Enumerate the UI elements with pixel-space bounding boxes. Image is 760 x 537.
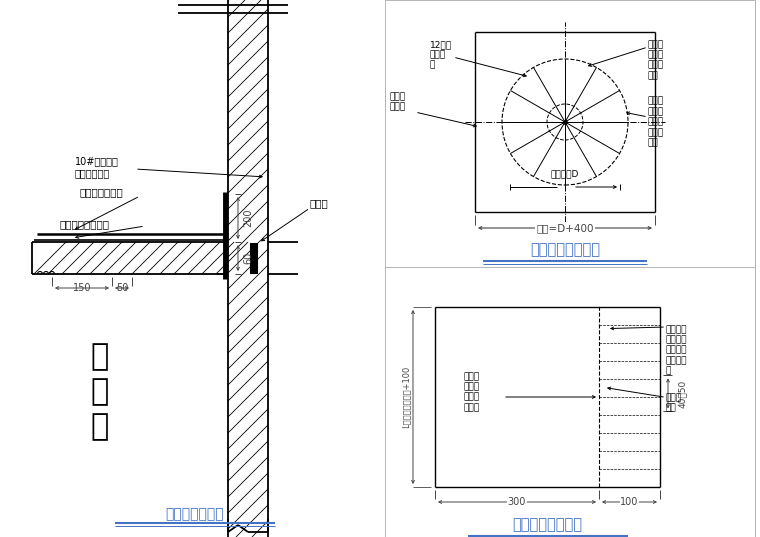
Text: 粘贴于
管壁: 粘贴于 管壁 (666, 394, 682, 413)
Text: 50: 50 (116, 283, 128, 293)
Text: 边长=D+400: 边长=D+400 (537, 223, 594, 233)
Text: 迎: 迎 (91, 343, 109, 372)
Text: 10#铅丝扎牢
外涂防水涂料: 10#铅丝扎牢 外涂防水涂料 (75, 156, 119, 178)
Text: 长条形卷材加强层: 长条形卷材加强层 (60, 219, 110, 229)
Text: 300: 300 (508, 497, 526, 507)
Text: 60: 60 (243, 252, 253, 264)
Text: 面: 面 (91, 412, 109, 441)
Text: 折线（
与管道
阴角线
重合）: 折线（ 与管道 阴角线 重合） (463, 372, 479, 412)
Text: 等分叶片
弯折后呈
放射状粘
贴于墙基
置: 等分叶片 弯折后呈 放射状粘 贴于墙基 置 (666, 325, 688, 375)
FancyBboxPatch shape (249, 243, 256, 273)
Text: 条形卷材裁剪尺寸: 条形卷材裁剪尺寸 (512, 518, 582, 533)
Text: 方形卷材加强层: 方形卷材加强层 (80, 187, 124, 197)
Text: 150: 150 (73, 283, 91, 293)
Text: 12等分
裁剪曲
线: 12等分 裁剪曲 线 (430, 40, 452, 70)
Text: 100: 100 (620, 497, 638, 507)
Text: 方形卷材裁剪尺寸: 方形卷材裁剪尺寸 (530, 243, 600, 258)
Text: 圆形折
线（与
管道阴
角线重
合）: 圆形折 线（与 管道阴 角线重 合） (648, 97, 664, 147)
Text: 尖形叶
片粘贴
于管道
外壁: 尖形叶 片粘贴 于管道 外壁 (648, 40, 664, 80)
Text: 剪口范围D: 剪口范围D (551, 169, 579, 178)
Text: 40～50: 40～50 (678, 379, 687, 408)
Text: 止水环: 止水环 (310, 198, 329, 208)
Text: 边长=D+400: 边长=D+400 (537, 223, 594, 233)
Text: 水: 水 (91, 378, 109, 407)
Text: 粘贴于
墙立面: 粘贴于 墙立面 (390, 92, 406, 112)
Text: L＞管道外径周长+100: L＞管道外径周长+100 (401, 366, 410, 428)
Text: 出墙管道处做法: 出墙管道处做法 (166, 507, 224, 521)
Text: 200: 200 (243, 209, 253, 227)
